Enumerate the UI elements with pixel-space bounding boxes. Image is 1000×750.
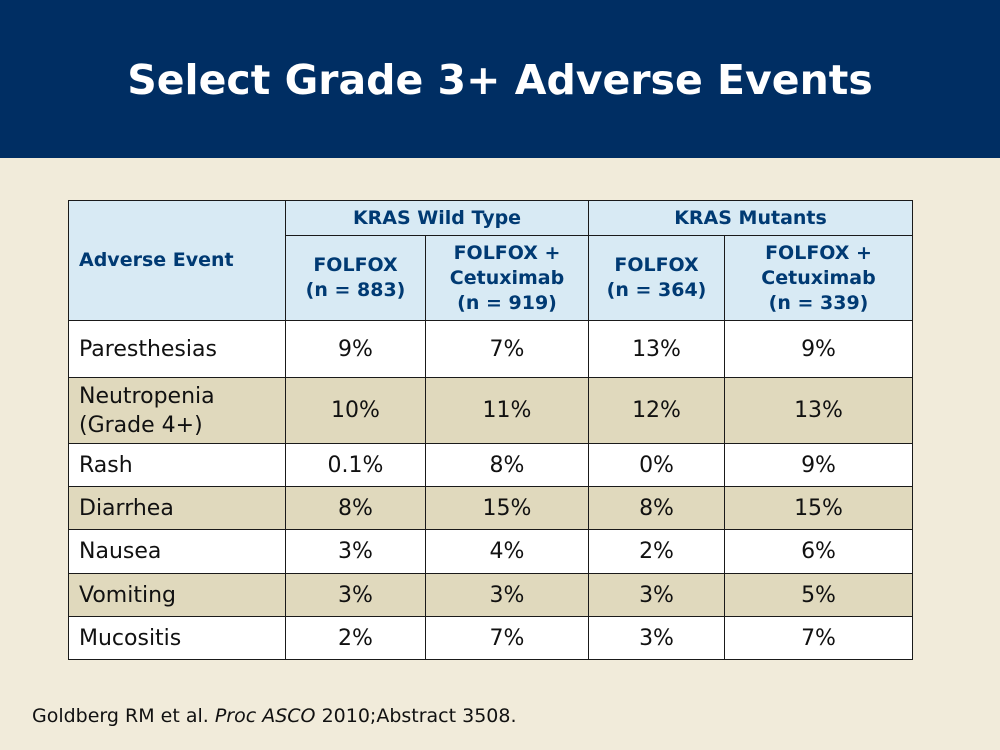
- column-header-mut-folfox: FOLFOX (n = 364): [588, 235, 726, 321]
- row-label: Diarrhea: [68, 486, 286, 530]
- row-label: Neutropenia (Grade 4+): [68, 377, 286, 444]
- row-label: Mucositis: [68, 616, 286, 660]
- row-label: Vomiting: [68, 573, 286, 617]
- row-label: Nausea: [68, 529, 286, 574]
- column-header-wt-folfox-cetuximab: FOLFOX + Cetuximab (n = 919): [424, 235, 590, 321]
- column-header-line: (n = 919): [457, 291, 557, 314]
- table-cell: 4%: [424, 529, 590, 574]
- table-cell: 7%: [424, 616, 590, 660]
- table-cell: 3%: [588, 573, 726, 617]
- row-label: Paresthesias: [68, 320, 286, 378]
- table-cell: 3%: [588, 616, 726, 660]
- table-cell: 9%: [724, 443, 914, 487]
- table-cell: 7%: [424, 320, 590, 378]
- table-row: Rash 0.1% 8% 0% 9%: [68, 443, 914, 487]
- table-cell: 5%: [724, 573, 914, 617]
- citation-authors: Goldberg RM et al.: [32, 705, 209, 727]
- column-header-line: (n = 339): [768, 291, 869, 314]
- title-banner: [0, 0, 1000, 158]
- row-label-line: (Grade 4+): [79, 412, 203, 438]
- table-cell: 0.1%: [285, 443, 426, 487]
- table-cell: 15%: [424, 486, 590, 530]
- table-cell: 2%: [285, 616, 426, 660]
- table-cell: 9%: [285, 320, 426, 378]
- group-header-row: Adverse Event KRAS Wild Type KRAS Mutant…: [68, 200, 914, 321]
- table-row: Vomiting 3% 3% 3% 5%: [68, 573, 914, 617]
- slide-title: Select Grade 3+ Adverse Events: [127, 56, 873, 104]
- column-header-wt-folfox: FOLFOX (n = 883): [285, 235, 426, 321]
- table-cell: 8%: [424, 443, 590, 487]
- table-cell: 0%: [588, 443, 726, 487]
- table-row: Nausea 3% 4% 2% 6%: [68, 529, 914, 574]
- citation-details: 2010;Abstract 3508.: [321, 705, 517, 727]
- row-label: Rash: [68, 443, 286, 487]
- group-header-kras-mutants: KRAS Mutants: [588, 200, 914, 236]
- table-cell: 12%: [588, 377, 726, 444]
- table-cell: 6%: [724, 529, 914, 574]
- column-header-line: FOLFOX: [313, 254, 398, 276]
- column-header-line: (n = 883): [305, 279, 406, 301]
- column-header-line: (n = 364): [606, 279, 707, 301]
- adverse-event-header: Adverse Event: [68, 200, 286, 321]
- table-cell: 8%: [285, 486, 426, 530]
- table-cell: 2%: [588, 529, 726, 574]
- table-cell: 13%: [724, 377, 914, 444]
- column-header-row: FOLFOX (n = 883) FOLFOX + Cetuximab (n =…: [69, 235, 914, 321]
- column-header-line: Cetuximab: [761, 266, 876, 289]
- column-header-line: FOLFOX: [614, 254, 699, 276]
- table-cell: 7%: [724, 616, 914, 660]
- table-cell: 3%: [424, 573, 590, 617]
- citation: Goldberg RM et al. Proc ASCO 2010;Abstra…: [32, 705, 517, 727]
- table-cell: 9%: [724, 320, 914, 378]
- table-cell: 10%: [285, 377, 426, 444]
- citation-journal: Proc ASCO: [214, 705, 316, 727]
- table-row: Paresthesias 9% 7% 13% 9%: [68, 320, 914, 378]
- column-header-line: FOLFOX +: [765, 241, 872, 264]
- table-cell: 8%: [588, 486, 726, 530]
- row-label-line: Neutropenia: [79, 383, 215, 409]
- table-row: Diarrhea 8% 15% 8% 15%: [68, 486, 914, 530]
- table-cell: 11%: [424, 377, 590, 444]
- table-cell: 3%: [285, 529, 426, 574]
- table-cell: 3%: [285, 573, 426, 617]
- column-header-line: FOLFOX +: [453, 241, 561, 264]
- column-header-line: Cetuximab: [449, 266, 565, 289]
- table-cell: 15%: [724, 486, 914, 530]
- table-cell: 13%: [588, 320, 726, 378]
- column-header-mut-folfox-cetuximab: FOLFOX + Cetuximab (n = 339): [724, 235, 914, 321]
- table-row: Mucositis 2% 7% 3% 7%: [68, 616, 914, 660]
- table-row: Neutropenia (Grade 4+) 10% 11% 12% 13%: [68, 377, 914, 444]
- adverse-events-table: Adverse Event KRAS Wild Type KRAS Mutant…: [68, 200, 914, 660]
- group-header-kras-wild-type: KRAS Wild Type: [284, 200, 590, 236]
